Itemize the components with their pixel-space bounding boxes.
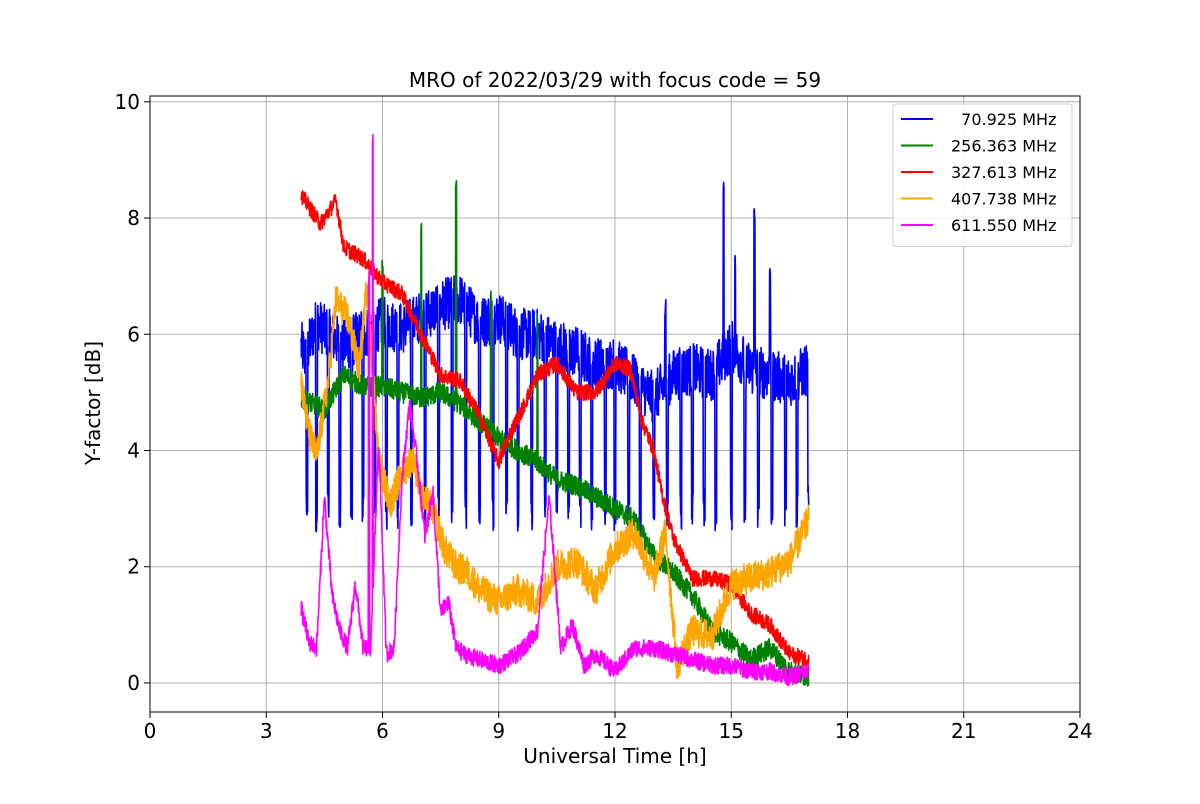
y-axis-label: Y-factor [dB] [81,341,105,466]
x-axis-label: Universal Time [h] [523,744,706,768]
x-tick-label: 0 [144,719,157,743]
y-tick-label: 2 [127,555,140,579]
series-line-1 [300,181,810,533]
chart-title: MRO of 2022/03/29 with focus code = 59 [409,68,821,92]
series-line-3 [300,190,810,669]
legend-label: 407.738 MHz [951,190,1056,209]
series-line-2 [300,180,810,687]
y-tick-label: 10 [115,90,140,114]
legend-label: 70.925 MHz [951,110,1056,129]
legend: 70.925 MHz 256.363 MHz 327.613 MHz 407.738 … [892,103,1073,247]
legend-label: 256.363 MHz [951,137,1056,156]
series-line-5 [300,134,810,687]
x-tick-label: 12 [602,719,627,743]
x-tick-label: 6 [376,719,389,743]
legend-label: 327.613 MHz [951,163,1056,182]
legend-box [892,103,1073,247]
series-group [300,134,810,687]
x-tick-label: 3 [260,719,273,743]
x-tick-label: 24 [1067,719,1092,743]
y-tick-label: 8 [127,206,140,230]
y-tick-label: 0 [127,671,140,695]
x-tick-label: 18 [835,719,860,743]
x-tick-label: 9 [492,719,505,743]
y-tick-label: 4 [127,438,140,462]
y-tick-label: 6 [127,322,140,346]
legend-label: 611.550 MHz [951,216,1056,235]
x-tick-label: 15 [719,719,744,743]
x-tick-label: 21 [951,719,976,743]
